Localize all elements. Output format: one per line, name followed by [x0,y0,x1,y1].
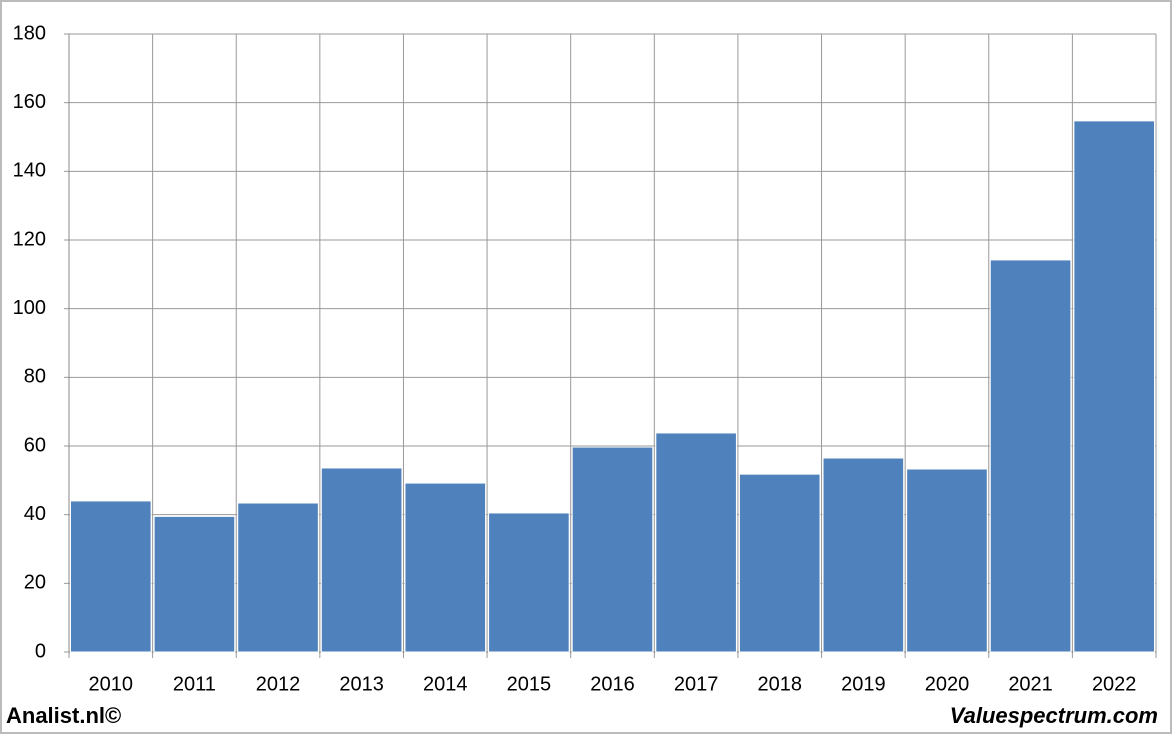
y-tick-label: 140 [13,160,46,182]
x-tick-label: 2012 [256,673,301,695]
bar [237,502,319,653]
y-tick-label: 80 [24,366,46,388]
y-tick-label: 60 [24,434,46,456]
y-tick-label: 20 [24,572,46,594]
bar [70,500,152,653]
x-tick-label: 2016 [590,673,635,695]
footer-right: Valuespectrum.com [950,703,1158,728]
x-tick-label: 2014 [423,673,468,695]
bar [320,467,403,653]
bar [404,482,487,653]
y-tick-label: 0 [35,640,46,662]
bar [571,446,654,653]
bar [655,432,737,653]
x-tick-label: 2011 [173,673,216,695]
x-tick-label: 2013 [339,673,384,695]
bar [738,473,821,653]
y-tick-label: 40 [24,503,46,525]
y-tick-label: 120 [13,228,46,250]
bar [488,512,570,653]
bar [989,259,1072,653]
y-tick-label: 160 [13,91,46,113]
x-tick-label: 2017 [674,673,719,695]
y-tick-label: 100 [13,297,46,319]
bar [906,468,988,653]
x-tick-label: 2022 [1092,673,1137,695]
y-tick-label: 180 [13,22,46,44]
x-tick-label: 2018 [757,673,802,695]
x-tick-label: 2015 [507,673,552,695]
x-tick-label: 2019 [841,673,886,695]
footer-left: Analist.nl© [6,703,121,728]
x-tick-label: 2021 [1008,673,1053,695]
x-tick-label: 2010 [89,673,134,695]
bar [153,515,236,653]
bar [822,457,905,653]
x-tick-label: 2020 [925,673,970,695]
bar [1073,120,1156,653]
